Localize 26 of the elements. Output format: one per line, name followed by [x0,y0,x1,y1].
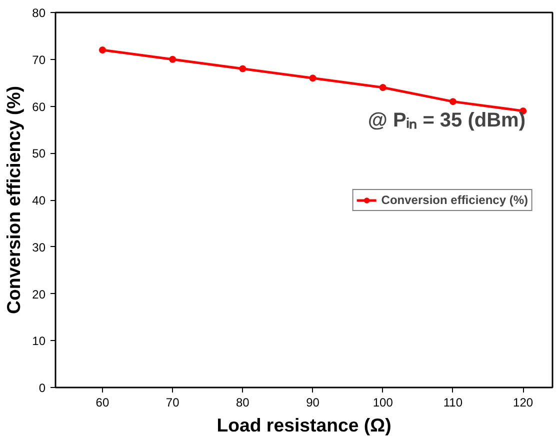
point [379,84,386,91]
point [449,98,456,106]
x-tick-label: 110 [443,396,463,410]
point [98,46,106,54]
point [239,65,246,72]
y-tick-label: 10 [32,334,46,348]
x-tick-label: 60 [96,396,110,410]
x-tick-label: 90 [306,396,320,410]
y-tick-label: 20 [32,287,46,302]
x-axis-title: Load resistance (Ω) [216,414,392,436]
x-tick-label: 80 [236,396,250,410]
y-tick-label: 30 [32,240,46,254]
y-tick-label: 60 [32,100,46,114]
y-tick-label: 0 [38,381,46,395]
point [169,56,176,63]
y-tick-label: 70 [32,52,46,67]
y-tick-label: 80 [32,6,46,20]
annotation: @ Pᵢₙ = 35 (dBm) [368,110,526,132]
legend-label: Conversion efficiency (%) [381,192,528,206]
x-tick-label: 120 [513,396,534,410]
y-axis-title: Conversion efficiency (%) [3,86,24,314]
x-tick-label: 70 [166,396,180,410]
point [309,74,316,82]
y-tick-label: 40 [32,194,46,208]
x-tick-label: 100 [372,396,394,410]
y-tick-label: 50 [32,146,46,161]
